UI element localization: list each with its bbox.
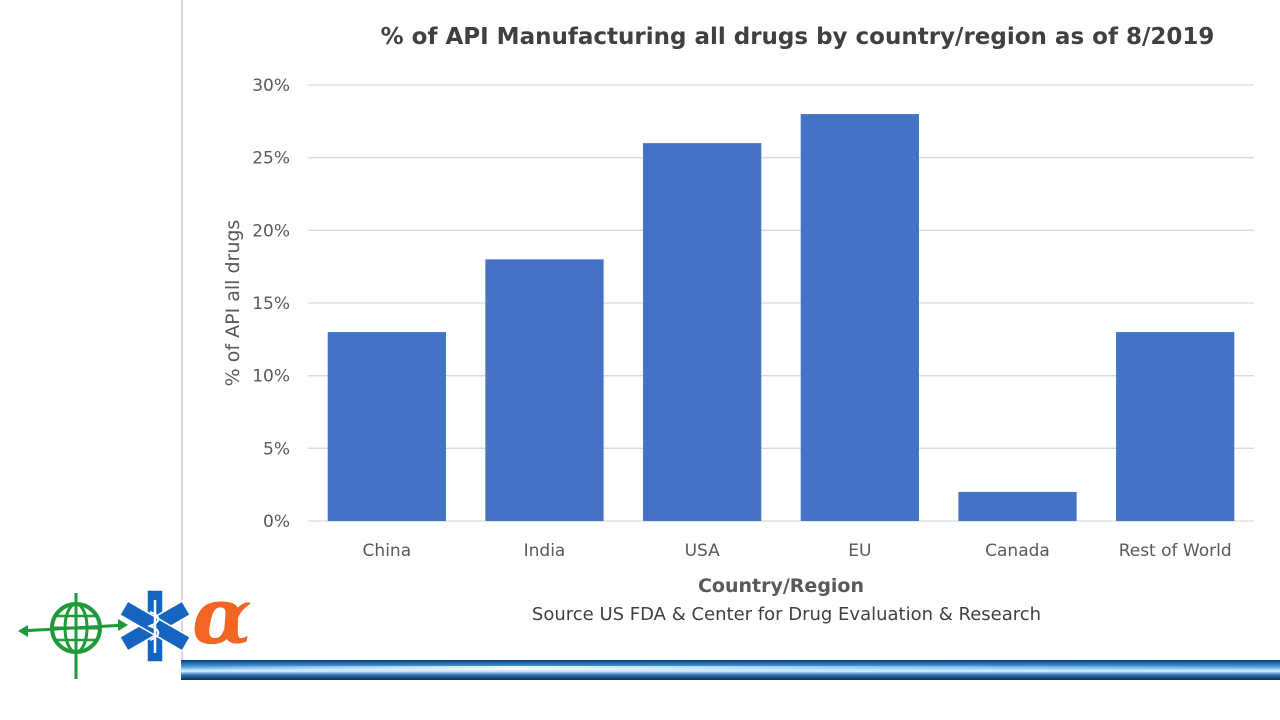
bar-china (327, 332, 446, 521)
x-tick-label: Canada (985, 541, 1050, 561)
bar-chart: 0% 5% 10% 15% 20% 25% 30% China India USA EU Canad… (222, 76, 1254, 597)
bar-usa (643, 143, 762, 521)
bar-eu (800, 114, 919, 522)
chart-panel: % of API Manufacturing all drugs by coun… (181, 0, 1280, 665)
y-axis-title: % of API all drugs (222, 220, 244, 387)
x-tick-label: India (524, 541, 566, 561)
y-tick-label: 20% (252, 221, 290, 241)
green-globe-icon (18, 593, 128, 679)
x-tick-label: USA (685, 541, 721, 561)
bars (327, 114, 1235, 522)
y-tick-label: 15% (252, 294, 290, 314)
y-axis-ticks: 0% 5% 10% 15% 20% 25% 30% (252, 76, 290, 532)
y-tick-label: 5% (263, 439, 290, 459)
logo-group: α (18, 585, 252, 679)
y-tick-label: 25% (252, 149, 290, 169)
x-tick-label: EU (848, 541, 871, 561)
x-axis-ticks: China India USA EU Canada Rest of World (363, 541, 1232, 561)
x-axis-title: Country/Region (698, 575, 864, 597)
footer-band (181, 660, 1280, 680)
source-note: Source US FDA & Center for Drug Evaluati… (531, 604, 1042, 625)
x-tick-label: Rest of World (1119, 541, 1232, 561)
y-tick-label: 10% (252, 367, 290, 387)
y-tick-label: 30% (252, 76, 290, 96)
y-tick-label: 0% (263, 512, 290, 532)
x-tick-label: China (363, 541, 412, 561)
blue-star-of-life-icon (118, 589, 192, 663)
gridlines (308, 84, 1254, 522)
orange-alpha-logo: α (192, 585, 252, 662)
bar-canada (958, 491, 1077, 521)
bar-rest-of-world (1116, 332, 1235, 521)
chart-title: % of API Manufacturing all drugs by coun… (380, 24, 1215, 50)
bar-india (485, 259, 604, 521)
footer-band-highlight (181, 666, 1280, 670)
